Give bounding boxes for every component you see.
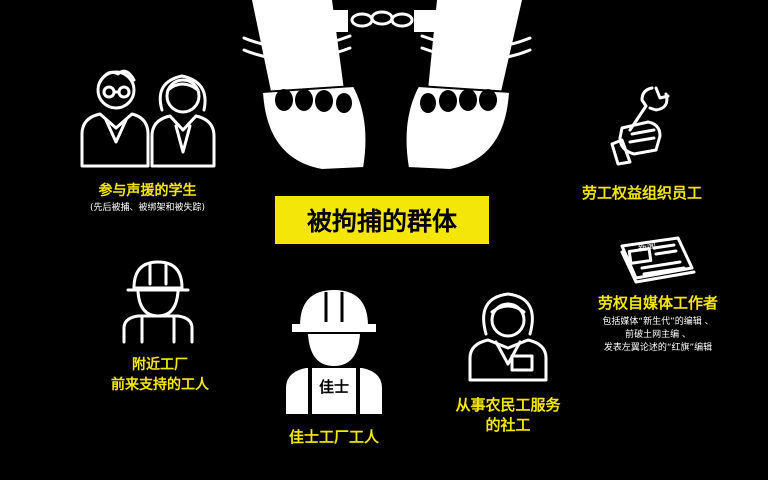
social-worker-icon [468, 292, 548, 382]
nearby-workers-line2: 前来支持的工人 [111, 377, 209, 393]
students-icon [80, 69, 216, 168]
media-workers-note2: 前破土网主编 、 [625, 330, 691, 340]
media-workers-note1: 包括媒体“新生代”的编辑 、 [602, 317, 714, 327]
social-workers-line1: 从事农民工服务 [455, 396, 561, 414]
hardhat-worker-icon [122, 260, 194, 344]
nearby-workers-line1: 附近工厂 [132, 357, 188, 373]
ngo-staff-title: 劳工权益组织员工 [581, 184, 702, 202]
handcuffed-hands-icon [242, 0, 532, 172]
students-note: (先后被捕、被绑架和被失踪) [89, 203, 206, 213]
newspaper-icon [620, 236, 696, 284]
arrested-groups-label: 被拘捕的群体 [275, 196, 489, 244]
media-workers-title: 劳权自媒体工作者 [597, 294, 718, 312]
jasic-helmet-text: 佳士 [318, 378, 349, 396]
students-title: 参与声援的学生 [98, 183, 197, 199]
social-workers-line2: 的社工 [485, 416, 531, 434]
jasic-workers-title: 佳士工厂工人 [288, 428, 379, 446]
media-workers-note3: 发表左翼论述的“红旗”编辑 [603, 343, 713, 353]
jasic-worker-icon [286, 290, 382, 414]
wrench-fist-icon [610, 86, 670, 166]
